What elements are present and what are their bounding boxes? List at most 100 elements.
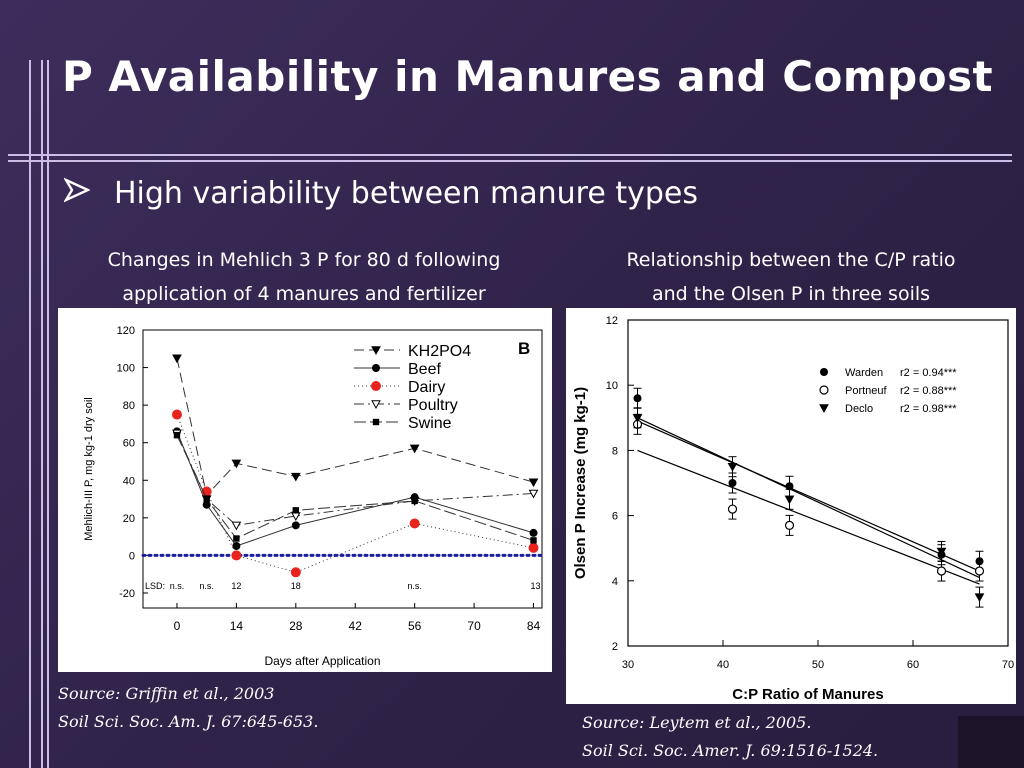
data-point <box>292 507 300 514</box>
y-tick-label: 20 <box>123 513 135 525</box>
y-axis-label: Mehlich-III P, mg kg-1 dry soil <box>83 397 95 540</box>
legend-marker <box>371 381 381 391</box>
y-tick-label: 120 <box>117 325 135 337</box>
data-point <box>290 472 301 482</box>
corner-block <box>958 716 1024 768</box>
right-caption-line-2: and the Olsen P in three soils <box>651 283 931 305</box>
x-tick-label: 40 <box>717 659 729 671</box>
x-axis-label: Days after Application <box>264 654 380 668</box>
data-point <box>233 535 240 542</box>
fit-line <box>637 417 980 579</box>
data-point <box>633 394 642 403</box>
series-poultry <box>172 429 539 531</box>
data-point <box>290 567 301 578</box>
series-line <box>176 358 534 497</box>
right-source-citation: Source: Leytem et al., 2005. Soil Sci. S… <box>582 709 878 765</box>
slide-title: P Availability in Manures and Compost <box>62 52 994 101</box>
left-source-citation: Source: Griffin et al., 2003 Soil Sci. S… <box>58 680 318 736</box>
legend-marker <box>372 364 380 372</box>
x-tick-label: 14 <box>230 619 244 633</box>
data-point <box>727 463 738 472</box>
data-point <box>203 495 210 503</box>
y-tick-label: 6 <box>612 511 618 523</box>
x-tick-label: 0 <box>174 619 181 633</box>
data-point <box>232 542 241 551</box>
legend-marker <box>819 385 829 395</box>
legend-label: Warden <box>845 367 883 379</box>
legend-marker <box>371 346 381 356</box>
data-point <box>784 495 795 505</box>
bullet-text: High variability between manure types <box>114 176 698 211</box>
data-point <box>172 354 182 364</box>
panel-label: B <box>518 339 530 358</box>
left-source-line-2: Soil Sci. Soc. Am. J. 67:645-653. <box>58 712 319 731</box>
y-axis-label: Olsen P Increase (mg kg-1) <box>572 387 589 579</box>
data-point <box>784 520 795 530</box>
left-chart-caption: Changes in Mehlich 3 P for 80 d followin… <box>56 243 552 311</box>
data-point <box>291 521 300 530</box>
legend-marker <box>820 368 828 376</box>
arrow-bullet-icon <box>62 176 114 211</box>
frame-vertical-line <box>41 60 43 768</box>
y-tick-label: 10 <box>606 380 618 392</box>
data-point <box>936 547 947 557</box>
data-point <box>411 497 418 505</box>
legend-label: Beef <box>408 361 441 378</box>
data-point <box>632 414 643 423</box>
y-tick-label: -20 <box>119 588 135 600</box>
data-point <box>231 521 242 531</box>
data-point <box>231 459 242 469</box>
series-declo <box>632 407 985 608</box>
x-tick-label: 42 <box>349 619 363 633</box>
data-point <box>530 537 537 544</box>
legend-label: Swine <box>408 415 452 432</box>
lsd-value: 13 <box>531 581 541 591</box>
legend-label: Dairy <box>408 379 445 396</box>
lsd-value: 18 <box>291 581 301 591</box>
data-point <box>202 500 211 509</box>
series-dairy <box>171 409 539 578</box>
series-line <box>176 431 534 547</box>
x-tick-label: 28 <box>289 619 303 633</box>
data-point <box>528 542 539 553</box>
lsd-value: n.s. <box>170 581 185 591</box>
y-tick-label: 60 <box>123 438 135 450</box>
lsd-value: n.s. <box>199 581 214 591</box>
y-tick-label: 80 <box>123 400 135 412</box>
x-tick-label: 70 <box>1002 659 1014 671</box>
y-tick-label: 2 <box>612 641 618 653</box>
data-point <box>936 566 947 576</box>
y-tick-label: 40 <box>123 475 135 487</box>
y-tick-label: 4 <box>612 576 618 588</box>
legend-marker <box>371 400 381 410</box>
y-tick-label: 12 <box>606 315 618 327</box>
series-line <box>176 414 534 573</box>
legend-r2: r2 = 0.94*** <box>900 367 957 379</box>
data-point <box>727 504 738 514</box>
frame-vertical-line <box>47 60 49 768</box>
x-axis-label: C:P Ratio of Manures <box>732 686 883 703</box>
frame-vertical-line <box>29 60 31 768</box>
fit-line <box>637 449 980 585</box>
legend-r2: r2 = 0.88*** <box>900 385 957 397</box>
data-point <box>728 479 737 487</box>
data-point <box>974 566 985 576</box>
x-tick-label: 30 <box>622 659 634 671</box>
y-tick-label: 0 <box>129 550 135 562</box>
legend-label: KH2PO4 <box>408 343 471 360</box>
legend-label: Declo <box>845 403 873 415</box>
series-line <box>176 434 534 541</box>
frame-horizontal-line <box>8 160 1012 162</box>
right-source-line-2: Soil Sci. Soc. Amer. J. 69:1516-1524. <box>582 741 879 760</box>
series-kh2po4 <box>172 354 539 501</box>
x-tick-label: 60 <box>907 659 919 671</box>
data-point <box>528 489 539 499</box>
legend-marker <box>372 418 380 426</box>
bullet-item: High variability between manure types <box>62 176 698 211</box>
data-point <box>974 593 985 603</box>
lsd-value: n.s. <box>407 581 422 591</box>
left-caption-line-1: Changes in Mehlich 3 P for 80 d followin… <box>107 249 501 271</box>
right-chart-caption: Relationship between the C/P ratio and t… <box>568 243 1014 311</box>
data-point <box>409 518 420 529</box>
